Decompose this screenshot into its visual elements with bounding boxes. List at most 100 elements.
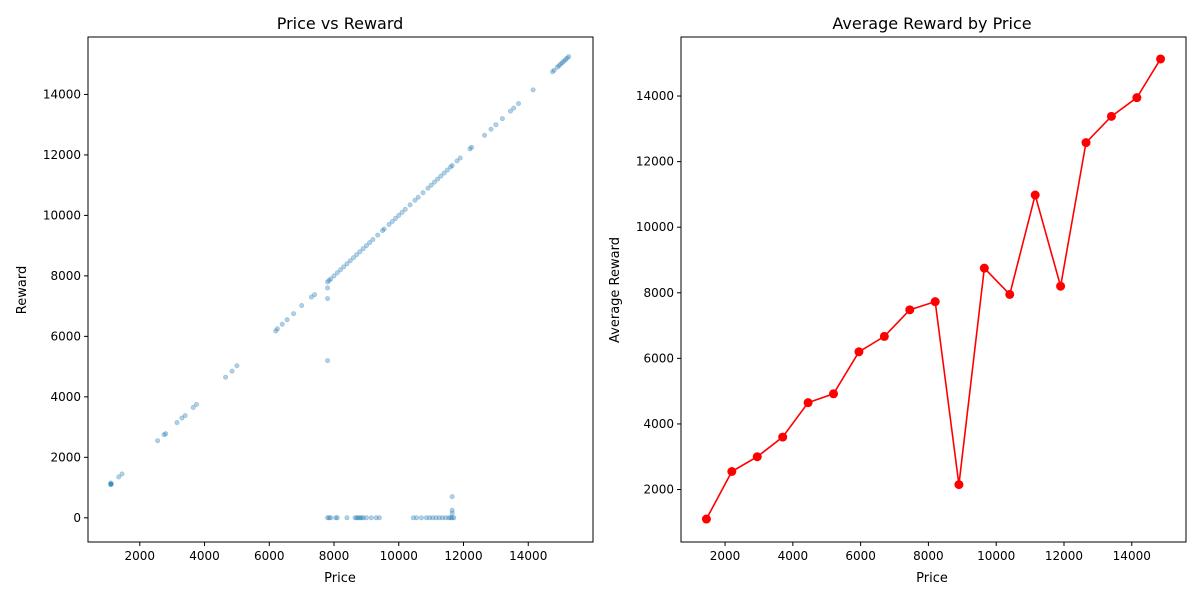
scatter-point (562, 57, 568, 63)
scatter-point (381, 226, 387, 232)
line-marker (879, 331, 889, 341)
scatter-point (193, 401, 199, 407)
scatter-point (375, 232, 381, 238)
scatter-point (363, 243, 369, 249)
scatter-point (357, 515, 363, 521)
chart-price-vs-reward: Price vs Reward 2000 4000 6000 8000 10000 120… (15, 14, 594, 586)
scatter-point (354, 252, 360, 258)
y-tick-label: 10000 (43, 208, 81, 222)
scatter-point (325, 296, 331, 302)
x-tick-label: 10000 (380, 549, 418, 563)
scatter-point (359, 515, 365, 521)
tick-group: 2000 4000 6000 8000 10000 12000 14000 2000 4000 6… (636, 89, 1151, 563)
y-axis-label: Reward (15, 266, 30, 314)
scatter-point (410, 515, 416, 521)
scatter-point (328, 515, 334, 521)
chart-average-reward-by-price: Average Reward by Price 2000 4000 6000 8000… (608, 14, 1187, 586)
scatter-point (273, 328, 279, 334)
scatter-point (355, 515, 361, 521)
y-tick-label: 12000 (636, 155, 674, 169)
x-tick-label: 14000 (1113, 549, 1151, 563)
scatter-point (425, 185, 431, 191)
scatter-point (407, 202, 413, 208)
scatter-point (516, 101, 522, 107)
scatter-point (467, 146, 473, 152)
scatter-point (108, 482, 114, 488)
plot-frame (680, 36, 1187, 543)
scatter-point (423, 515, 429, 521)
scatter-point (564, 55, 570, 61)
line-marker (905, 305, 915, 315)
scatter-point (179, 415, 185, 421)
scatter-point (449, 507, 455, 513)
line-marker (1156, 54, 1166, 64)
y-tick-label: 6000 (643, 351, 674, 365)
scatter-point (554, 64, 560, 70)
y-tick-label: 0 (73, 511, 81, 525)
scatter-point (334, 270, 340, 276)
x-tick-label: 2000 (710, 549, 741, 563)
scatter-point (396, 212, 402, 218)
y-tick-label: 14000 (43, 87, 81, 101)
scatter-point (559, 60, 565, 66)
scatter-point (325, 515, 331, 521)
scatter-point (116, 474, 122, 480)
scatter-point (556, 63, 562, 69)
scatter-point (448, 515, 454, 521)
line-marker (1030, 190, 1040, 200)
line-marker (979, 263, 989, 273)
scatter-point (380, 228, 386, 234)
scatter-point (412, 197, 418, 203)
line-marker (1106, 111, 1116, 121)
line-marker (930, 297, 940, 307)
tick-group: 2000 4000 6000 8000 10000 12000 14000 0 2000 4000… (43, 87, 548, 563)
scatter-point (457, 155, 463, 161)
x-tick-label: 4000 (189, 549, 220, 563)
scatter-point (431, 179, 437, 185)
y-tick-label: 6000 (50, 329, 81, 343)
x-tick-label: 12000 (1045, 549, 1083, 563)
scatter-point (108, 481, 114, 487)
y-tick-label: 12000 (43, 148, 81, 162)
scatter-point (331, 273, 337, 279)
scatter-point (449, 510, 455, 516)
scatter-point (367, 240, 373, 246)
scatter-point (274, 326, 280, 332)
scatter-point (430, 515, 436, 521)
scatter-point (493, 122, 499, 128)
scatter-point (444, 167, 450, 173)
x-tick-label: 6000 (845, 549, 876, 563)
series-line (705, 58, 1162, 520)
scatter-point (446, 515, 452, 521)
scatter-point (449, 494, 455, 500)
scatter-point (308, 294, 314, 300)
scatter-point (436, 515, 442, 521)
line-marker (701, 514, 711, 524)
scatter-point (284, 317, 290, 323)
scatter-point (155, 438, 161, 444)
x-tick-label: 14000 (509, 549, 547, 563)
scatter-point (337, 267, 343, 273)
scatter-point (341, 264, 347, 270)
scatter-point (376, 515, 382, 521)
scatter-point (163, 431, 169, 437)
x-tick-label: 2000 (125, 549, 156, 563)
scatter-point (190, 404, 196, 410)
line-series (701, 54, 1166, 524)
scatter-point (350, 255, 356, 261)
y-tick-label: 2000 (643, 483, 674, 497)
scatter-point (418, 515, 424, 521)
scatter-point (399, 209, 405, 215)
x-tick-label: 4000 (778, 549, 809, 563)
x-tick-label: 6000 (254, 549, 285, 563)
scatter-point (229, 368, 235, 374)
scatter-point (108, 480, 114, 486)
scatter-point (451, 515, 457, 521)
scatter-point (347, 258, 353, 264)
y-tick-label: 2000 (50, 450, 81, 464)
x-axis-label: Price (324, 571, 356, 586)
scatter-point (368, 515, 374, 521)
scatter-point (352, 515, 358, 521)
scatter-point (182, 413, 188, 419)
